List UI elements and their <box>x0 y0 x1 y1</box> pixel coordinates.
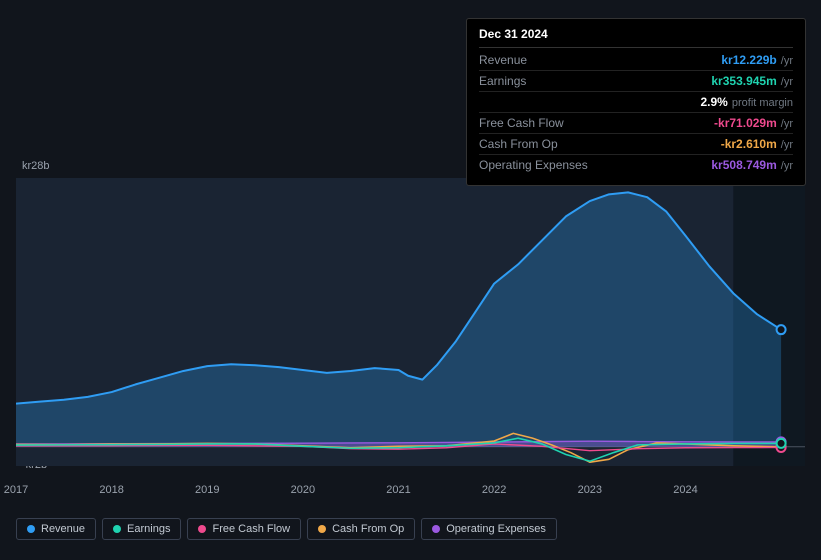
x-axis-label: 2023 <box>578 484 602 496</box>
financials-chart: kr28b kr0 -kr2b <box>16 160 805 480</box>
legend-item-revenue[interactable]: Revenue <box>16 518 96 540</box>
tooltip-row: Revenue kr12.229b/yr <box>479 50 793 71</box>
tooltip-row: Earnings kr353.945m/yr <box>479 71 793 92</box>
tooltip-row-suffix: /yr <box>781 55 793 67</box>
tooltip-row-label: Cash From Op <box>479 137 558 151</box>
legend-dot-icon <box>432 525 440 533</box>
legend-label: Revenue <box>41 523 85 535</box>
legend-item-cash-from-op[interactable]: Cash From Op <box>307 518 415 540</box>
tooltip-rows: Revenue kr12.229b/yr Earnings kr353.945m/yr… <box>479 50 793 175</box>
tooltip-row: Cash From Op -kr2.610m/yr <box>479 134 793 155</box>
tooltip-row-value: 2.9% <box>701 95 728 109</box>
legend-label: Operating Expenses <box>446 523 546 535</box>
tooltip-row-label: Free Cash Flow <box>479 116 564 130</box>
tooltip-row-suffix: /yr <box>781 160 793 172</box>
tooltip-row: Free Cash Flow -kr71.029m/yr <box>479 113 793 134</box>
tooltip-row-suffix: /yr <box>781 76 793 88</box>
x-axis-label: 2018 <box>99 484 123 496</box>
legend-dot-icon <box>113 525 121 533</box>
tooltip-row-value: -kr71.029m <box>714 116 777 130</box>
tooltip-row-value: kr508.749m <box>711 158 776 172</box>
legend-item-operating-expenses[interactable]: Operating Expenses <box>421 518 557 540</box>
chart-svg <box>16 160 805 480</box>
legend-dot-icon <box>318 525 326 533</box>
x-axis-labels: 20172018201920202021202220232024 <box>16 484 805 502</box>
legend-item-free-cash-flow[interactable]: Free Cash Flow <box>187 518 301 540</box>
tooltip-row-suffix: /yr <box>781 118 793 130</box>
tooltip-date: Dec 31 2024 <box>479 27 793 48</box>
tooltip-row-label: Operating Expenses <box>479 158 588 172</box>
x-axis-label: 2020 <box>291 484 315 496</box>
legend-dot-icon <box>27 525 35 533</box>
legend: Revenue Earnings Free Cash Flow Cash From O… <box>16 518 557 540</box>
tooltip-row-value: -kr2.610m <box>721 137 777 151</box>
x-axis-label: 2017 <box>4 484 28 496</box>
legend-label: Cash From Op <box>332 523 404 535</box>
tooltip-row-label: Revenue <box>479 53 527 67</box>
tooltip-row-value: kr12.229b <box>721 53 776 67</box>
x-axis-label: 2021 <box>386 484 410 496</box>
x-axis-label: 2022 <box>482 484 506 496</box>
x-axis-label: 2024 <box>673 484 697 496</box>
legend-label: Earnings <box>127 523 170 535</box>
tooltip-row: Operating Expenses kr508.749m/yr <box>479 155 793 175</box>
legend-dot-icon <box>198 525 206 533</box>
tooltip-row: 2.9% profit margin <box>479 92 793 113</box>
legend-label: Free Cash Flow <box>212 523 290 535</box>
x-axis-label: 2019 <box>195 484 219 496</box>
tooltip-row-suffix: /yr <box>781 139 793 151</box>
tooltip-row-label: Earnings <box>479 74 526 88</box>
tooltip-row-suffix: profit margin <box>732 97 793 109</box>
tooltip-row-value: kr353.945m <box>711 74 776 88</box>
legend-item-earnings[interactable]: Earnings <box>102 518 181 540</box>
chart-tooltip: Dec 31 2024 Revenue kr12.229b/yr Earnings k… <box>466 18 806 186</box>
